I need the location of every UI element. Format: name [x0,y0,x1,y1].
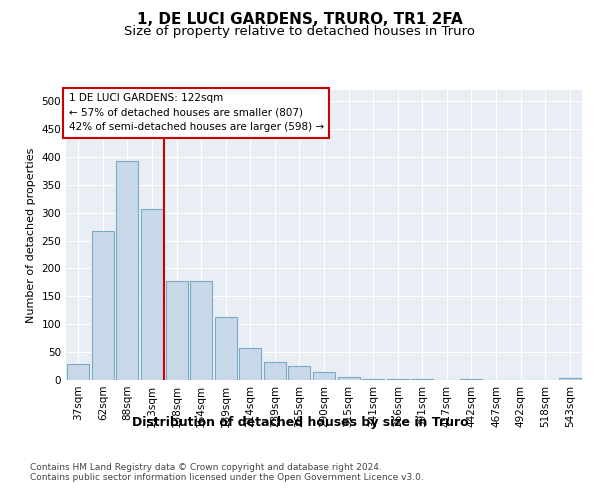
Bar [215,317,237,380]
Bar [166,280,188,380]
Bar [313,372,335,380]
Bar [264,362,286,380]
Text: 1 DE LUCI GARDENS: 122sqm
← 57% of detached houses are smaller (807)
42% of semi: 1 DE LUCI GARDENS: 122sqm ← 57% of detac… [68,93,324,132]
Bar [338,376,359,380]
Y-axis label: Number of detached properties: Number of detached properties [26,148,36,322]
Bar [239,348,262,380]
Bar [92,231,114,380]
Bar [190,280,212,380]
Text: Size of property relative to detached houses in Truro: Size of property relative to detached ho… [125,25,476,38]
Text: 1, DE LUCI GARDENS, TRURO, TR1 2FA: 1, DE LUCI GARDENS, TRURO, TR1 2FA [137,12,463,28]
Text: Distribution of detached houses by size in Truro: Distribution of detached houses by size … [131,416,469,429]
Bar [141,209,163,380]
Bar [559,378,581,380]
Text: Contains public sector information licensed under the Open Government Licence v3: Contains public sector information licen… [30,472,424,482]
Text: Contains HM Land Registry data © Crown copyright and database right 2024.: Contains HM Land Registry data © Crown c… [30,462,382,471]
Bar [67,364,89,380]
Bar [116,162,139,380]
Bar [289,366,310,380]
